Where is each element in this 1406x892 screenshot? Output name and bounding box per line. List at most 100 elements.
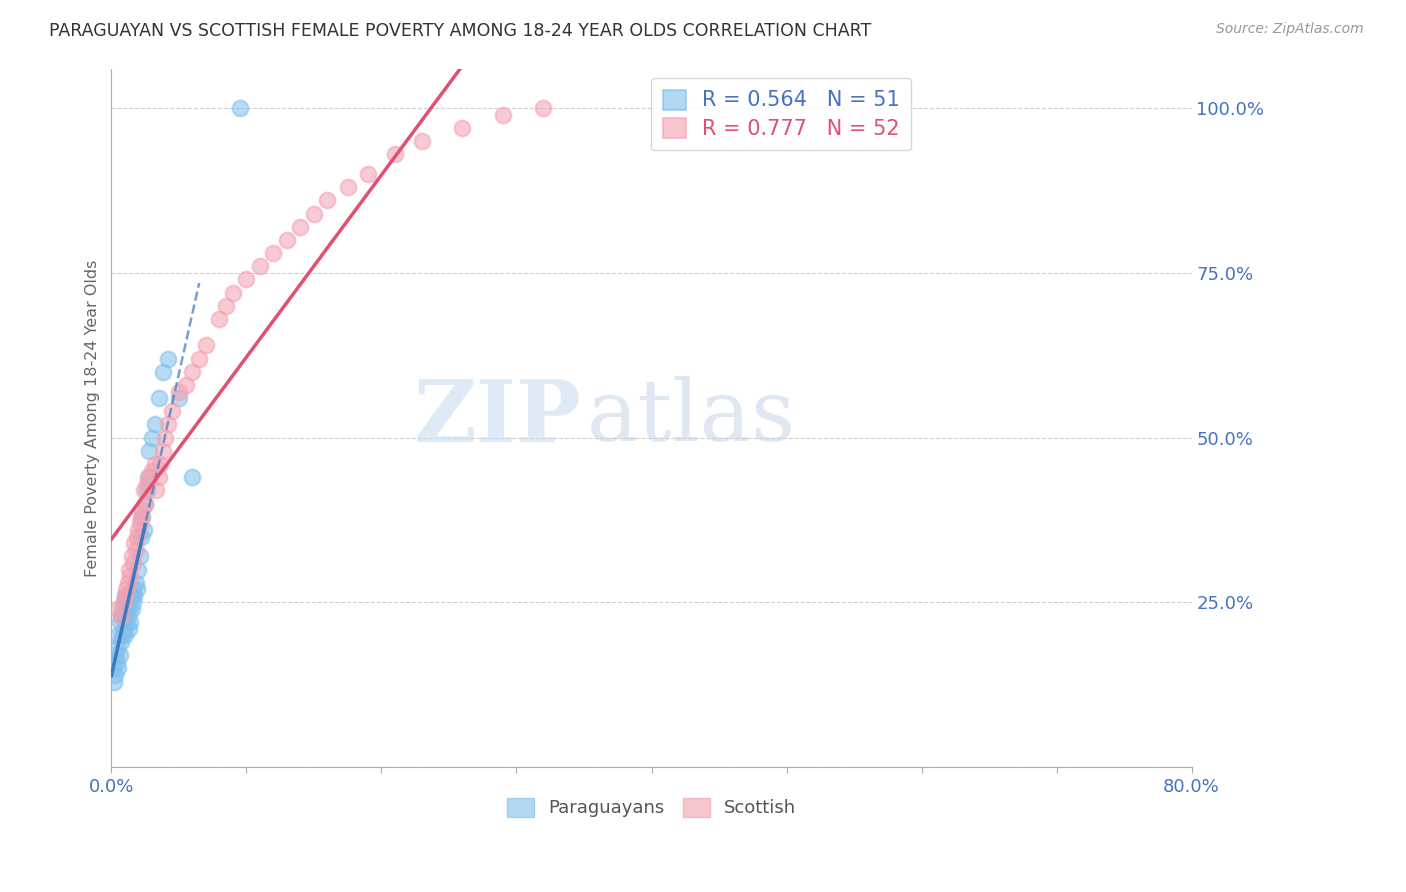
Point (136, 470, 159, 484)
Point (451, 120, 474, 135)
Point (492, 108, 515, 122)
Point (101, 661, 124, 675)
Point (235, 272, 257, 286)
Point (141, 431, 163, 445)
Point (336, 180, 359, 194)
Point (120, 589, 142, 603)
Point (157, 417, 180, 432)
Point (114, 589, 136, 603)
Point (125, 530, 148, 544)
Point (114, 615, 136, 630)
Point (121, 602, 143, 616)
Point (107, 661, 129, 675)
Point (135, 483, 157, 498)
Text: PARAGUAYAN VS SCOTTISH FEMALE POVERTY AMONG 18-24 YEAR OLDS CORRELATION CHART: PARAGUAYAN VS SCOTTISH FEMALE POVERTY AM… (49, 22, 872, 40)
Point (152, 443, 174, 458)
Point (249, 260, 271, 274)
Point (148, 391, 170, 405)
Point (129, 530, 152, 544)
Point (125, 582, 148, 597)
Point (122, 595, 145, 609)
Point (302, 206, 325, 220)
Text: atlas: atlas (586, 376, 796, 459)
Point (155, 431, 177, 445)
Point (181, 470, 204, 484)
Point (132, 483, 155, 498)
Point (533, 101, 555, 115)
Point (316, 194, 339, 208)
Point (107, 628, 129, 642)
Point (108, 648, 131, 663)
Point (114, 628, 136, 642)
Point (125, 542, 148, 557)
Point (117, 595, 139, 609)
Point (167, 391, 190, 405)
Point (121, 549, 143, 564)
Point (127, 562, 149, 576)
Point (357, 167, 380, 181)
Point (108, 615, 131, 630)
Point (167, 384, 190, 399)
Point (135, 476, 157, 491)
Point (127, 523, 149, 537)
Point (131, 503, 153, 517)
Point (188, 351, 211, 366)
Point (262, 246, 284, 260)
Point (103, 674, 125, 689)
Point (152, 365, 174, 379)
Point (112, 622, 135, 636)
Point (105, 641, 128, 656)
Point (115, 582, 138, 597)
Point (132, 523, 155, 537)
Point (222, 285, 245, 300)
Point (411, 134, 433, 148)
Text: ZIP: ZIP (413, 376, 581, 460)
Point (118, 622, 141, 636)
Point (149, 457, 172, 471)
Point (112, 595, 135, 609)
Point (107, 602, 129, 616)
Point (104, 668, 127, 682)
Point (157, 351, 180, 366)
Y-axis label: Female Poverty Among 18-24 Year Olds: Female Poverty Among 18-24 Year Olds (86, 260, 100, 576)
Point (115, 602, 138, 616)
Point (121, 589, 143, 603)
Point (111, 602, 134, 616)
Point (120, 615, 142, 630)
Point (128, 516, 150, 531)
Point (145, 483, 167, 498)
Point (112, 595, 135, 609)
Point (122, 556, 145, 570)
Point (115, 615, 138, 630)
Point (290, 219, 312, 234)
Point (131, 509, 153, 524)
Point (134, 497, 156, 511)
Point (117, 575, 139, 590)
Point (118, 602, 141, 616)
Point (228, 101, 250, 115)
Point (143, 457, 166, 471)
Point (148, 470, 170, 484)
Point (141, 464, 163, 478)
Point (160, 404, 183, 418)
Point (215, 299, 238, 313)
Point (117, 608, 139, 623)
Legend: Paraguayans, Scottish: Paraguayans, Scottish (499, 791, 803, 824)
Point (124, 589, 146, 603)
Point (143, 417, 166, 432)
Point (104, 648, 127, 663)
Point (208, 312, 231, 326)
Point (122, 582, 145, 597)
Point (129, 509, 152, 524)
Point (124, 536, 146, 550)
Point (276, 233, 298, 247)
Point (118, 562, 141, 576)
Point (110, 635, 132, 649)
Point (110, 608, 132, 623)
Point (174, 378, 197, 392)
Text: Source: ZipAtlas.com: Source: ZipAtlas.com (1216, 22, 1364, 37)
Point (128, 549, 150, 564)
Point (138, 443, 160, 458)
Point (138, 470, 160, 484)
Point (194, 338, 217, 352)
